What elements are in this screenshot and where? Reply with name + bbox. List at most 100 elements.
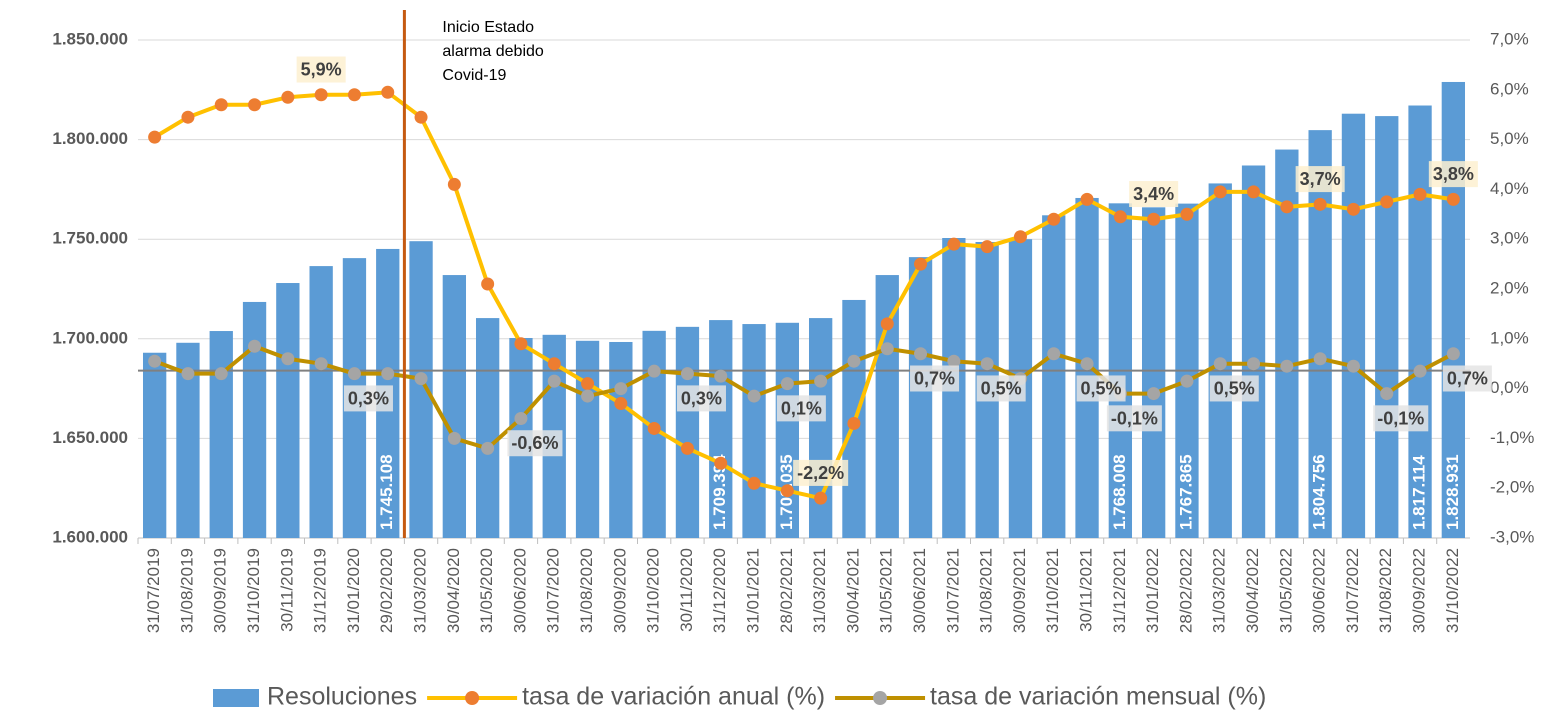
marker	[614, 397, 628, 411]
marker	[947, 237, 961, 251]
marker	[1113, 210, 1127, 224]
x-tick-label: 30/09/2020	[610, 548, 629, 633]
bar	[176, 342, 200, 538]
x-tick-label: 31/08/2022	[1376, 548, 1395, 633]
x-tick-label: 30/04/2022	[1243, 548, 1262, 633]
value-label-box	[1209, 375, 1259, 402]
x-tick-label: 28/02/2021	[777, 548, 796, 633]
value-label-box	[676, 385, 726, 412]
x-tick-label: 31/12/2019	[311, 548, 330, 633]
marker	[814, 374, 828, 388]
x-tick-label: 31/08/2021	[977, 548, 996, 633]
x-tick-label: 30/09/2021	[1010, 548, 1029, 633]
bar	[442, 275, 467, 538]
line	[153, 90, 1454, 501]
marker	[1047, 347, 1061, 361]
y2-tick-label: -2,0%	[1490, 478, 1534, 497]
bar	[1042, 215, 1066, 538]
bar	[908, 257, 933, 538]
marker	[281, 352, 295, 366]
x-tick-label: 31/03/2020	[411, 548, 430, 633]
marker	[680, 441, 694, 455]
marker	[980, 357, 994, 371]
marker	[1280, 359, 1294, 373]
marker	[947, 354, 961, 368]
y-tick-label: 1.800.000	[52, 129, 128, 148]
marker	[248, 98, 262, 112]
x-tick-label: 31/01/2021	[744, 548, 763, 633]
y2-tick-label: 1,0%	[1490, 328, 1529, 347]
legend-label: tasa de variación mensual (%)	[930, 683, 1266, 711]
marker	[847, 354, 861, 368]
value-label-box	[507, 430, 563, 457]
marker	[1047, 212, 1061, 226]
x-tick-label: 30/11/2019	[277, 548, 296, 632]
x-tick-label: 31/07/2019	[144, 548, 163, 633]
marker	[1247, 357, 1261, 371]
line-value-label: 3,8%	[1433, 164, 1474, 184]
marker	[647, 364, 661, 378]
x-tick-label: 30/09/2022	[1410, 548, 1429, 633]
marker	[414, 372, 428, 386]
marker	[314, 357, 328, 371]
marker	[714, 456, 728, 470]
x-tick-label: 30/11/2020	[677, 548, 696, 632]
marker	[148, 130, 162, 144]
marker	[1213, 185, 1227, 199]
x-tick-label: 31/05/2022	[1276, 548, 1295, 633]
line-value-label: 3,7%	[1300, 169, 1341, 189]
x-tick-label: 31/07/2020	[544, 548, 563, 633]
legend-marker	[465, 691, 480, 705]
marker	[1280, 200, 1294, 214]
value-label-box	[1442, 365, 1492, 392]
bar	[742, 324, 766, 538]
bar	[808, 318, 833, 538]
x-tick-label: 29/02/2020	[377, 548, 396, 633]
marker	[214, 98, 228, 112]
marker	[581, 389, 595, 403]
x-tick-label: 31/07/2021	[943, 548, 962, 633]
y2-tick-label: -3,0%	[1490, 527, 1534, 546]
x-tick-label: 30/04/2021	[843, 548, 862, 633]
marker	[1147, 212, 1161, 226]
line-value-label: 0,3%	[348, 388, 389, 408]
marker	[1380, 195, 1394, 209]
marker	[214, 367, 228, 381]
bar	[276, 283, 300, 538]
marker	[248, 339, 262, 353]
bar	[675, 326, 700, 538]
annotation: alarma debido	[442, 43, 544, 60]
marker	[414, 110, 428, 124]
marker	[1013, 230, 1027, 244]
line-value-label: 3,4%	[1133, 184, 1174, 204]
annotation: Covid-19	[442, 67, 506, 84]
y-tick-label: 1.850.000	[52, 29, 128, 48]
y2-tick-label: 3,0%	[1490, 229, 1529, 248]
marker	[547, 357, 561, 371]
marker	[347, 367, 361, 381]
marker	[680, 367, 694, 381]
marker	[1080, 192, 1094, 206]
bar	[1275, 149, 1299, 538]
marker	[447, 177, 461, 191]
value-label-box	[1295, 166, 1345, 193]
bar	[1308, 130, 1332, 539]
bar-value-label: 1.768.008	[1110, 454, 1129, 530]
legend-marker	[873, 691, 888, 705]
y2-tick-label: 2,0%	[1490, 278, 1529, 297]
x-tick-label: 28/02/2022	[1176, 548, 1195, 633]
marker	[1413, 364, 1427, 378]
marker	[181, 110, 195, 124]
line-value-label: 0,5%	[981, 378, 1022, 398]
marker	[514, 411, 528, 425]
marker	[880, 342, 894, 356]
marker	[914, 257, 928, 271]
marker	[1380, 387, 1394, 401]
line-value-label: -2,2%	[797, 463, 844, 483]
y-tick-label: 1.700.000	[52, 328, 128, 347]
x-tick-label: 30/11/2021	[1077, 548, 1096, 632]
bar	[575, 340, 600, 538]
line-value-label: 0,7%	[1447, 368, 1488, 388]
value-label-box	[1076, 375, 1126, 402]
value-label-box	[296, 56, 346, 83]
